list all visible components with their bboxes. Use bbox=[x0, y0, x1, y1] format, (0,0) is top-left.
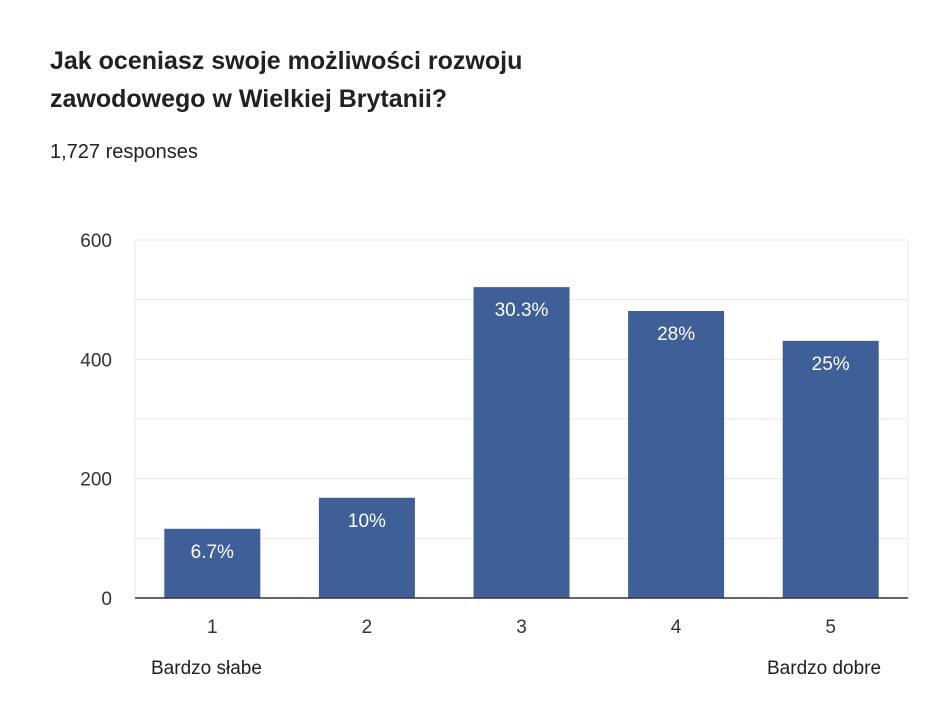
x-tick-label: 4 bbox=[671, 617, 682, 638]
x-tick-label: 3 bbox=[516, 617, 527, 638]
bar-data-label: 10% bbox=[348, 511, 386, 532]
chart-title: Jak oceniasz swoje możliwości rozwoju za… bbox=[50, 47, 523, 113]
bar-4 bbox=[628, 311, 725, 598]
scale-low-label: Bardzo słabe bbox=[151, 658, 262, 679]
x-tick-label: 5 bbox=[825, 617, 836, 638]
bar-data-label: 30.3% bbox=[495, 300, 549, 321]
y-tick-label: 0 bbox=[101, 589, 112, 610]
bar-5 bbox=[782, 340, 879, 598]
y-tick-label: 600 bbox=[80, 231, 112, 252]
y-tick-label: 200 bbox=[80, 470, 112, 491]
scale-high-label: Bardzo dobre bbox=[767, 658, 882, 679]
x-tick-label: 1 bbox=[207, 617, 218, 638]
bar-3 bbox=[473, 287, 570, 598]
x-tick-label: 2 bbox=[362, 617, 373, 638]
bar-1 bbox=[164, 528, 261, 598]
bar-data-label: 25% bbox=[812, 354, 850, 375]
bar-data-label: 28% bbox=[657, 324, 695, 345]
bar-data-label: 6.7% bbox=[191, 542, 234, 563]
response-count: 1,727 responses bbox=[50, 141, 198, 163]
y-tick-label: 400 bbox=[80, 350, 112, 371]
bar-2 bbox=[318, 497, 415, 598]
